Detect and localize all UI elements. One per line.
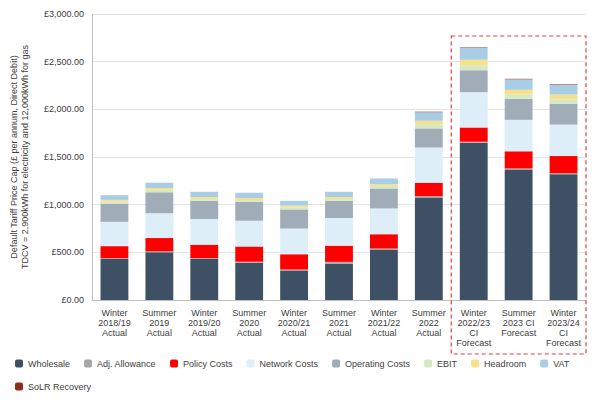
svg-text:Actual: Actual <box>416 328 441 338</box>
svg-text:2020/21: 2020/21 <box>278 318 311 328</box>
svg-text:Winter: Winter <box>461 308 487 318</box>
svg-text:Winter: Winter <box>281 308 307 318</box>
svg-text:£0.00: £0.00 <box>61 295 84 305</box>
svg-text:CI: CI <box>559 328 568 338</box>
svg-text:£3,000.00: £3,000.00 <box>44 9 84 19</box>
svg-text:Forecast: Forecast <box>501 328 537 338</box>
svg-text:2021/22: 2021/22 <box>368 318 401 328</box>
svg-text:Winter: Winter <box>191 308 217 318</box>
svg-text:Summer: Summer <box>232 308 266 318</box>
svg-text:£1,000.00: £1,000.00 <box>44 200 84 210</box>
svg-text:2022: 2022 <box>419 318 439 328</box>
svg-text:2022/23: 2022/23 <box>457 318 490 328</box>
svg-text:Winter: Winter <box>101 308 127 318</box>
svg-text:2019/20: 2019/20 <box>188 318 221 328</box>
svg-text:Actual: Actual <box>282 328 307 338</box>
svg-text:Summer: Summer <box>322 308 356 318</box>
svg-text:CI: CI <box>469 328 478 338</box>
svg-text:£2,500.00: £2,500.00 <box>44 57 84 67</box>
svg-text:Forecast: Forecast <box>456 338 492 348</box>
svg-text:Wholesale: Wholesale <box>28 359 70 369</box>
svg-text:£1,500.00: £1,500.00 <box>44 152 84 162</box>
svg-text:2023/24: 2023/24 <box>547 318 580 328</box>
svg-text:2020: 2020 <box>239 318 259 328</box>
svg-text:2021: 2021 <box>329 318 349 328</box>
svg-text:Actual: Actual <box>192 328 217 338</box>
svg-text:£500.00: £500.00 <box>51 247 84 257</box>
svg-text:Winter: Winter <box>371 308 397 318</box>
svg-text:Forecast: Forecast <box>546 338 582 348</box>
svg-text:Actual: Actual <box>371 328 396 338</box>
svg-text:Default Tariff Price Cap (£ pe: Default Tariff Price Cap (£ per annum, D… <box>9 55 19 258</box>
svg-text:£2,000.00: £2,000.00 <box>44 104 84 114</box>
svg-text:Actual: Actual <box>326 328 351 338</box>
svg-text:Operating Costs: Operating Costs <box>345 359 411 369</box>
svg-text:Summer: Summer <box>502 308 536 318</box>
svg-text:SoLR Recovery: SoLR Recovery <box>28 382 92 392</box>
svg-text:2019: 2019 <box>149 318 169 328</box>
svg-text:EBIT: EBIT <box>437 359 458 369</box>
svg-text:Actual: Actual <box>237 328 262 338</box>
svg-text:Policy Costs: Policy Costs <box>183 359 233 369</box>
svg-text:TDCV = 2,900kWh for electricit: TDCV = 2,900kWh for electricity and 12,0… <box>20 45 30 269</box>
svg-text:VAT: VAT <box>553 359 570 369</box>
svg-text:Network Costs: Network Costs <box>260 359 319 369</box>
svg-text:Summer: Summer <box>412 308 446 318</box>
svg-text:Adj. Allowance: Adj. Allowance <box>97 359 156 369</box>
svg-text:Actual: Actual <box>102 328 127 338</box>
svg-text:2018/19: 2018/19 <box>98 318 131 328</box>
svg-text:Winter: Winter <box>551 308 577 318</box>
svg-text:Headroom: Headroom <box>484 359 526 369</box>
svg-text:Actual: Actual <box>147 328 172 338</box>
svg-text:Summer: Summer <box>142 308 176 318</box>
svg-text:2023 CI: 2023 CI <box>503 318 535 328</box>
